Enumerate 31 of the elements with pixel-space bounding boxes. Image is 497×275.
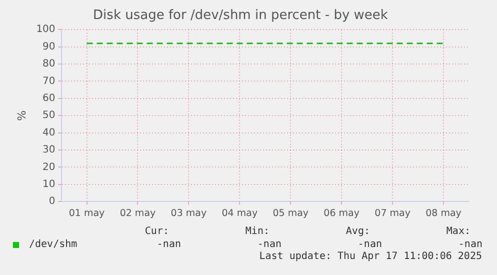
text: Cur: [144,226,169,237]
text: Last update: Thu Apr 17 11:00:06 2025 [259,251,482,262]
y-tick-label: 60 [42,92,56,104]
text: -nan [358,239,382,250]
y-tick-label: 90 [42,41,56,52]
legend-label: /dev/shm [29,239,78,250]
y-axis-title: % [15,110,28,121]
y-tick-label: 20 [42,162,56,173]
y-tick-label: 50 [42,110,56,122]
x-tick-label: 02 may [120,208,156,219]
y-tick-label: 100 [36,24,56,36]
y-tick-label: 40 [42,127,56,138]
text: -nan [156,239,181,250]
text: Max: [446,226,470,237]
x-tick-label: 08 may [426,208,462,219]
chart-title: Disk usage for /dev/shm in percent - by week [93,8,388,24]
x-tick-label: 05 may [272,208,309,219]
y-tick-label: 10 [42,178,56,190]
x-tick-label: 04 may [222,208,258,219]
x-tick-label: 03 may [170,208,207,219]
x-tick-label: 07 may [374,208,411,219]
text: -nan [257,239,282,250]
x-tick-label: 06 may [324,208,360,219]
x-tick-label: 01 may [68,208,106,219]
y-tick-label: 0 [48,196,56,208]
y-tick-label: 30 [42,144,56,156]
text: Avg: [346,226,370,237]
y-tick-label: 80 [42,58,56,70]
text: Min: [245,226,270,237]
y-tick-label: 70 [42,76,56,87]
text: -nan [458,239,482,250]
